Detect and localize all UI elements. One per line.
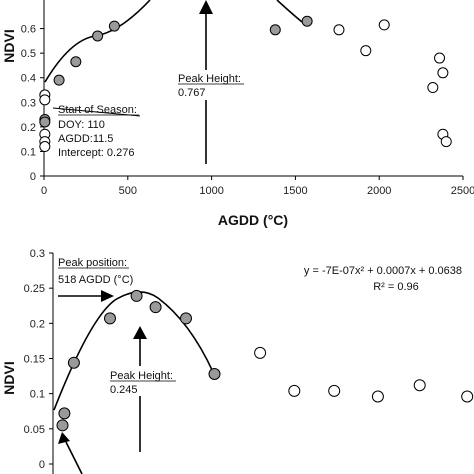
bottom-filled-point [208,367,221,380]
top-open-point [440,136,452,148]
top-open-point [434,52,446,64]
bottom-peak-pos-arrowhead [101,290,114,302]
bottom-y-tick-label: 0.2 [30,318,45,330]
bottom-peak-label: Peak Height: [110,370,173,382]
bottom-filled-point [149,301,162,314]
top-peak-label-box [175,70,249,100]
top-fit-curve-right [276,0,303,23]
bottom-y-tick-label: 0.1 [30,389,45,401]
bottom-y-tick-label: 0.25 [24,283,45,295]
top-sos-doy: DOY: 110 [58,119,105,131]
top-y-tick-label: 0 [30,171,36,183]
bottom-y-tick-label: 0 [39,459,45,471]
top-y-tick-label: 0.6 [21,24,36,36]
top-filled-point [53,74,65,86]
bottom-y-tick-label: 0.15 [24,354,45,366]
top-x-tick-label: 0 [41,185,47,197]
bottom-start-arrowhead [58,432,70,444]
top-filled-point [39,116,51,128]
bottom-data-points [56,289,474,432]
top-y-axis-label: NDVI [1,29,17,62]
top-y-tick-label: 0.3 [21,97,36,109]
top-peak-value: 0.767 [178,87,206,99]
bottom-r-squared: R² = 0.96 [373,281,419,293]
bottom-peak-pos-label: Peak position: [58,257,127,269]
top-filled-point [108,20,120,32]
bottom-y-ticks: 0 0.05 0.1 0.15 0.2 0.25 0.3 [24,248,53,471]
top-open-point [437,67,449,79]
bottom-y-tick-label: 0.05 [24,424,45,436]
bottom-open-point [461,390,474,403]
top-sos-intercept: Intercept: 0.276 [58,147,134,159]
top-sos-agdd: AGDD:11.5 [58,133,113,145]
bottom-y-tick-label: 0.3 [30,248,45,260]
top-sos-title: Start of Season: [58,104,137,116]
bottom-open-point [254,346,267,359]
bottom-filled-point [180,312,192,325]
top-open-point [360,45,372,57]
top-filled-point [70,56,82,68]
top-y-tick-label: 0.1 [21,146,36,158]
top-filled-point [269,24,281,36]
top-y-tick-label: 0.5 [21,48,36,60]
top-peak-arrowhead [199,0,213,14]
bottom-open-point [371,390,384,403]
top-filled-point [301,15,313,27]
top-open-point [378,19,390,31]
bottom-peak-pos-value: 518 AGDD (°C) [58,274,133,286]
top-x-tick-label: 1500 [283,185,307,197]
top-y-tick-label: 0.2 [21,122,36,134]
top-chart: 0 0.1 0.2 0.3 0.4 0.5 0.6 0 500 1000 1500 2000 2500… [1,0,474,228]
top-x-tick-label: 1000 [199,185,223,197]
top-y-ticks: 0 0.1 0.2 0.3 0.4 0.5 0.6 [21,24,44,183]
top-open-point [333,24,345,36]
bottom-start-arrow [65,441,83,474]
top-peak-label: Peak Height: [178,73,241,85]
bottom-peak-value: 0.245 [110,384,138,396]
bottom-equation: y = -7E-07x² + 0.0007x + 0.0638 [304,265,462,277]
top-x-tick-label: 2000 [367,185,391,197]
bottom-filled-point [58,407,71,420]
top-open-point [427,82,439,94]
bottom-open-point [328,384,341,397]
bottom-chart: 0 0.05 0.1 0.15 0.2 0.25 0.3 NDVI Peak positio… [1,248,474,474]
bottom-open-point [413,379,426,392]
bottom-filled-point [67,356,80,369]
bottom-filled-point [104,312,116,325]
top-open-point [39,94,51,106]
top-x-tick-label: 2500 [451,185,474,197]
bottom-filled-point [130,289,143,302]
top-x-ticks: 0 500 1000 1500 2000 2500 [41,176,474,197]
top-x-tick-label: 500 [119,185,137,197]
top-filled-point [92,30,104,42]
top-data-points [39,15,452,153]
top-open-point [39,141,51,153]
bottom-peak-arrowhead [133,326,147,339]
bottom-filled-point [56,419,69,432]
bottom-y-axis-label: NDVI [1,361,17,394]
top-x-axis-label: AGDD (°C) [218,212,288,228]
top-y-tick-label: 0.4 [21,73,36,85]
bottom-open-point [288,384,301,397]
